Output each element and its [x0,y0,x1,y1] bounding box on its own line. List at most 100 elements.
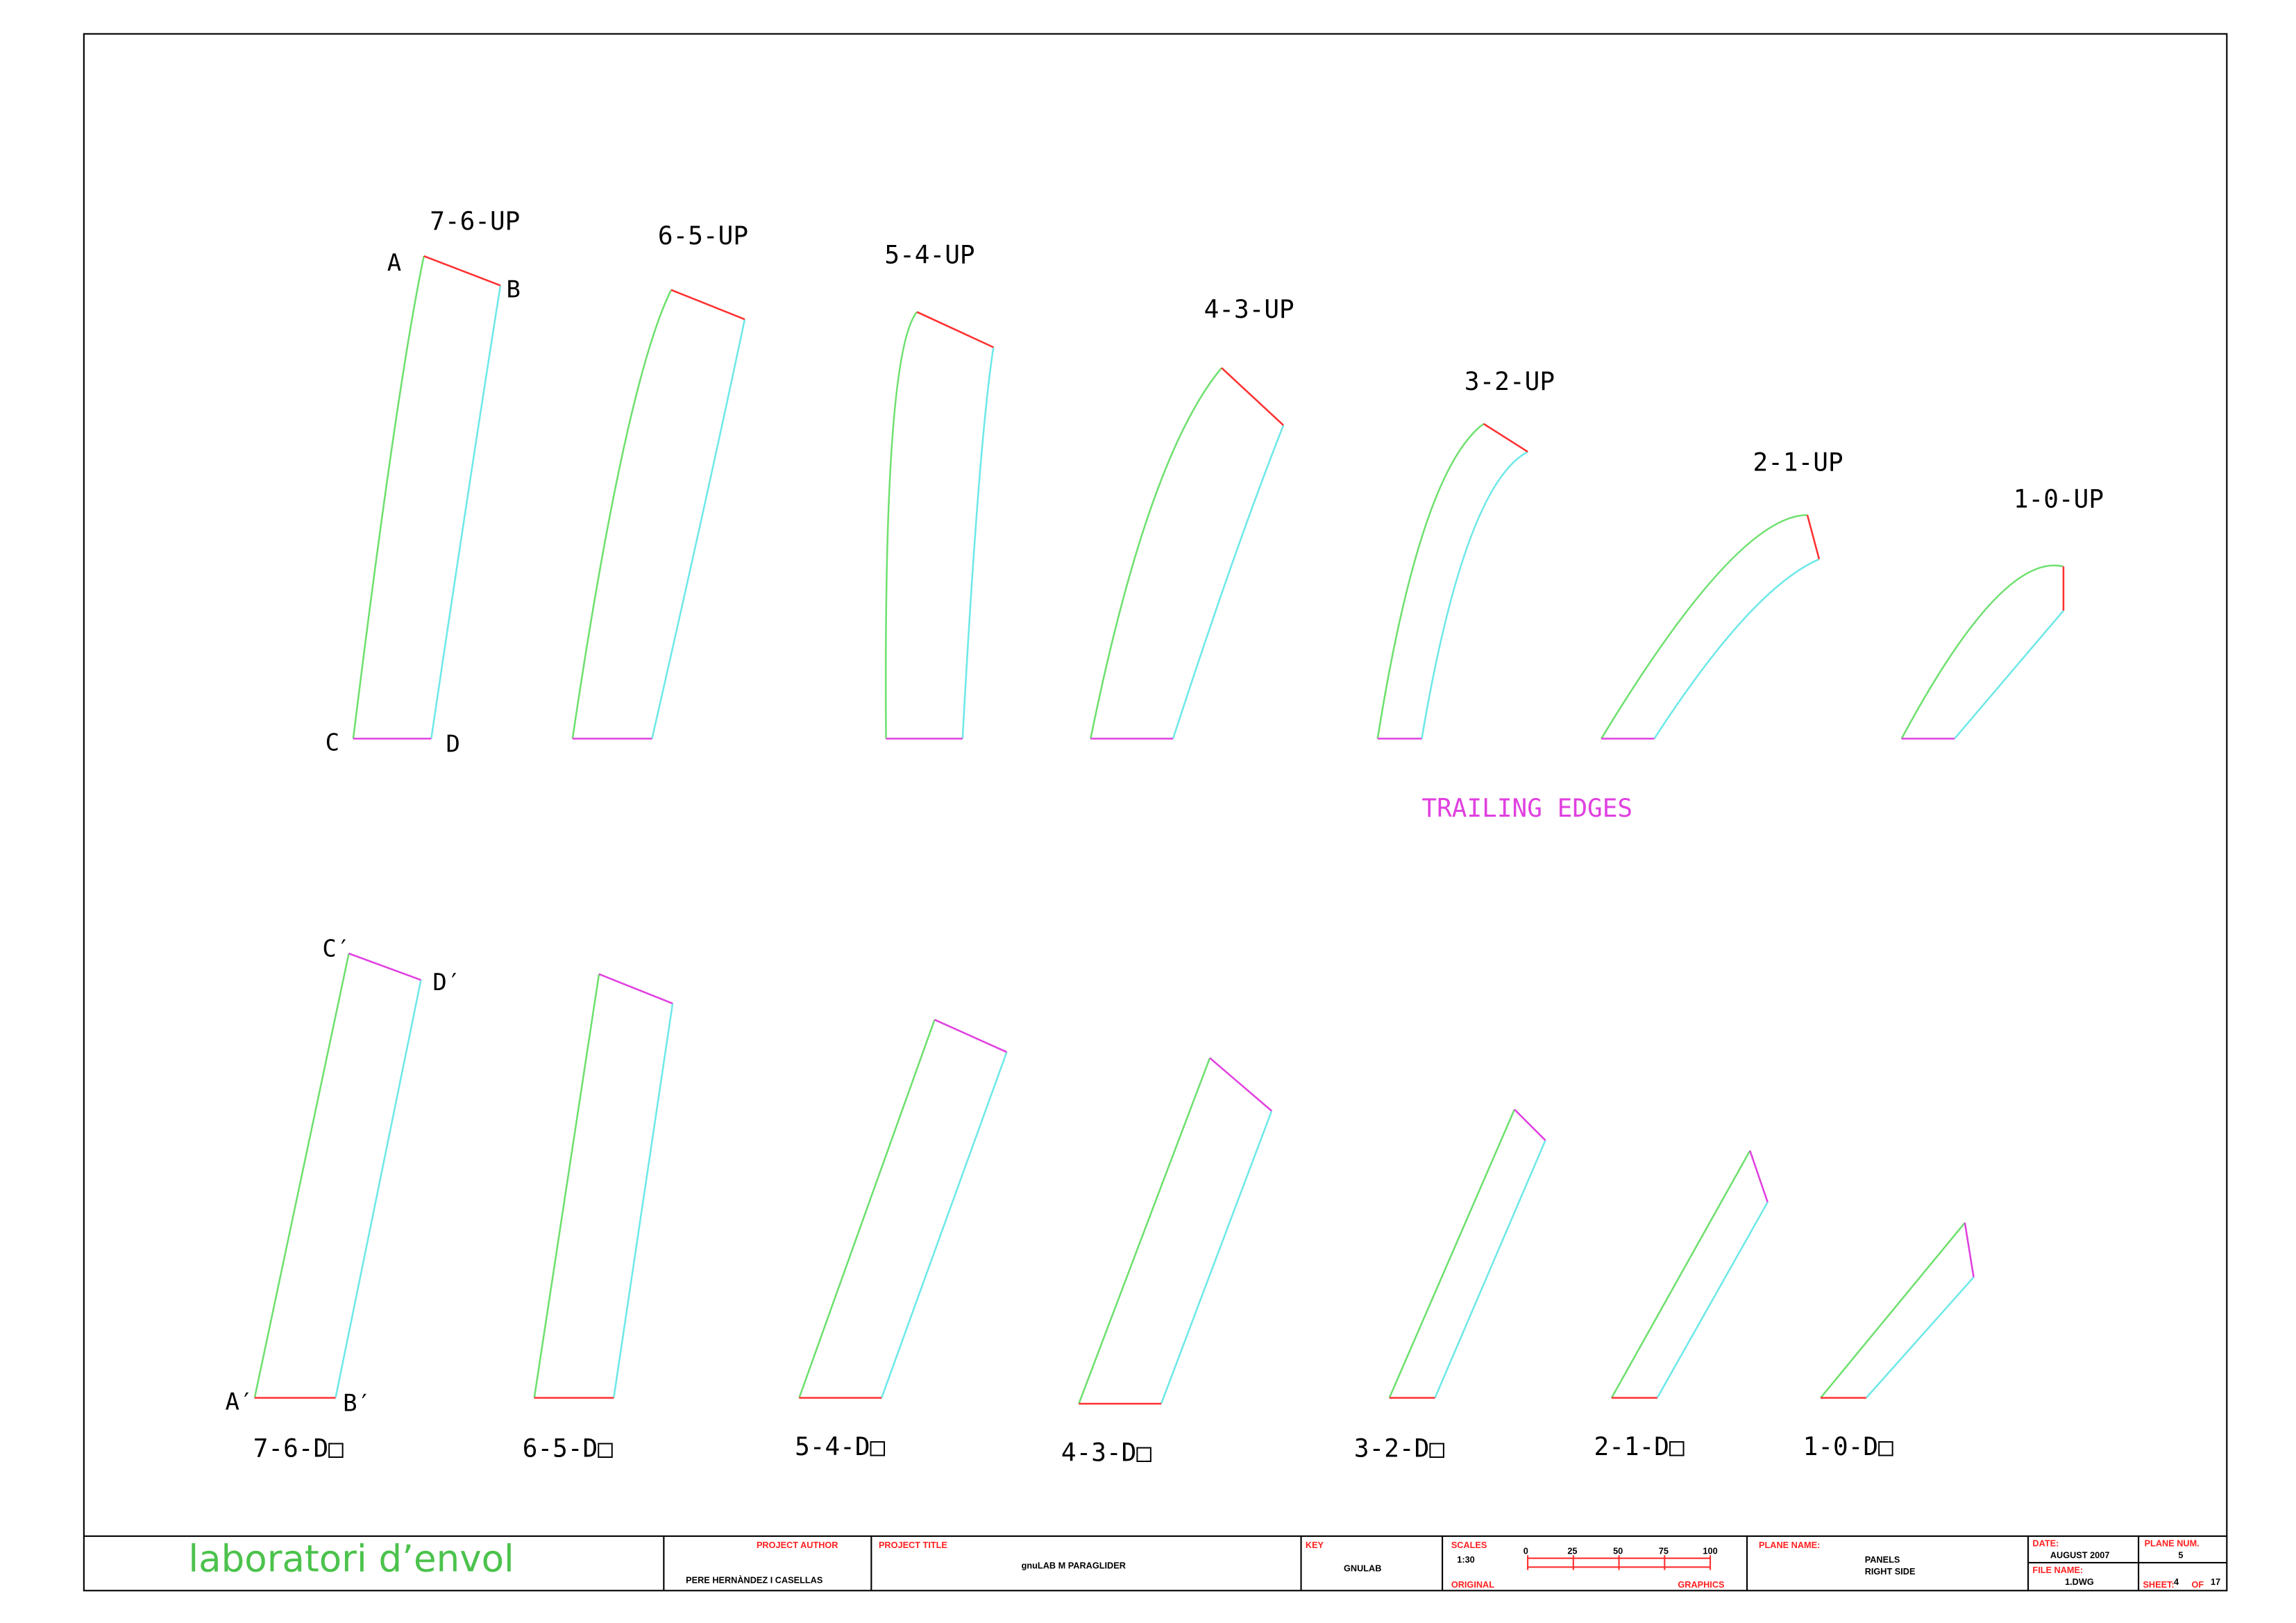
panel-edge [423,255,501,287]
scale-tick: 50 [1613,1545,1623,1556]
panel-edge [1601,513,1807,740]
panel-label: 4-3-D□ [1061,1439,1151,1468]
field-value: 5 [2178,1550,2183,1561]
frame [83,33,2228,1592]
panel-edge [1749,1150,1769,1203]
panel-edge [1078,1057,1211,1404]
field-value: PERE HERNÀNDEZ I CASELLAS [686,1575,822,1586]
panel-edge [1610,1150,1751,1399]
upper-panels [352,255,2065,740]
panel-edge [1964,1222,1975,1277]
panel-edge [253,953,350,1398]
panel-edge [1434,1139,1546,1399]
logo: laboratori d’envol [188,1538,514,1581]
field-label: FILE NAME: [2032,1565,2083,1575]
panel-edge [1172,425,1285,739]
panel-edge [1954,610,2064,740]
panel-edge [961,347,995,739]
panel-edge [612,1003,674,1398]
field-label: PLANE NUM. [2145,1538,2200,1549]
panel-edge [1514,1109,1546,1141]
panel-edge [1160,1110,1273,1404]
field-value: 1:30 [1457,1554,1474,1565]
field-value: AUGUST 2007 [2050,1550,2110,1561]
panel-edge [651,318,746,739]
panel-edge [430,285,502,739]
panel-edge [1376,423,1485,739]
field-value: gnuLAB M PARAGLIDER [1022,1561,1126,1571]
scale-bar [1527,1555,1712,1570]
panel-label: 3-2-D□ [1354,1434,1444,1463]
annotation: TRAILING EDGES [1421,794,1632,823]
panel-edge [1656,1201,1769,1399]
field-label: SCALES [1451,1540,1487,1550]
field-label: DATE: [2032,1538,2059,1549]
field-value: RIGHT SIDE [1865,1566,1916,1577]
panel-edge [798,1019,936,1398]
field-value: GNULAB [1344,1563,1381,1574]
panel-edge [598,973,673,1005]
panel-label: 7-6-D□ [253,1434,344,1463]
field-label: ORIGINAL [1451,1579,1494,1590]
panel-edge [1090,367,1223,739]
panel-edge [1653,558,1820,740]
panel-label: 4-3-UP [1204,296,1294,324]
panel-edge [1483,423,1528,453]
point-label: A [387,249,401,276]
field-label: GRAPHICS [1678,1579,1724,1590]
panel-edge [916,311,994,348]
scale-tick: 75 [1659,1545,1669,1556]
point-label: C′ [322,935,351,962]
panel-label: 2-1-D□ [1594,1433,1685,1461]
panel-edge [348,952,421,981]
field-label: PROJECT AUTHOR [757,1540,838,1550]
panel-edge [571,289,673,739]
panel-label: 3-2-UP [1464,368,1555,396]
field-label: PROJECT TITLE [879,1540,947,1550]
field-label: PLANE NAME: [1759,1540,1820,1550]
field-value: PANELS [1865,1554,1900,1565]
field-value: 4 [2174,1577,2179,1587]
scale-tick: 0 [1523,1545,1528,1556]
panel-edge [1806,514,1821,560]
panel-label: 1-0-UP [2014,486,2104,514]
panel-edge [884,311,918,739]
panel-edge [83,1535,2227,1591]
field-label: SHEET: [2143,1579,2174,1590]
panel-edge [1421,450,1528,739]
panel-label: 1-0-D□ [1803,1433,1893,1461]
panel-edge [934,1019,1007,1053]
panel-label: 6-5-UP [658,222,748,250]
panel-edge [1221,367,1284,426]
panel-edge [880,1051,1008,1398]
panel-label: 5-4-D□ [795,1433,885,1461]
point-label: C [326,729,339,756]
panel-edge [1900,564,2064,740]
lower-panels [253,952,1975,1405]
panel-edge [1388,1109,1516,1399]
point-label: D′ [432,969,461,996]
panel-label: 6-5-D□ [523,1434,613,1463]
field-value: 17 [2211,1577,2220,1587]
panel-label: 5-4-UP [884,241,974,270]
field-value: 1.DWG [2065,1577,2094,1587]
point-label: D [446,731,460,758]
panel-label: 7-6-UP [430,207,520,236]
field-label: KEY [1306,1540,1324,1550]
scale-tick: 25 [1567,1545,1577,1556]
panel-edge [335,980,422,1398]
point-label: B [506,275,520,303]
panel-edge [1865,1276,1975,1399]
field-label: OF [2191,1579,2204,1590]
title-block: laboratori d’envol PROJECT AUTHOR PERE H… [83,1535,2227,1591]
scale-tick: 100 [1703,1545,1717,1556]
panel-edge [533,974,600,1398]
point-label: B′ [343,1390,371,1417]
panel-edge [670,289,745,321]
panel-edge [352,255,425,739]
panel-edge [1820,1222,1966,1399]
point-label: A′ [225,1388,253,1415]
panel-label: 2-1-UP [1753,449,1843,477]
